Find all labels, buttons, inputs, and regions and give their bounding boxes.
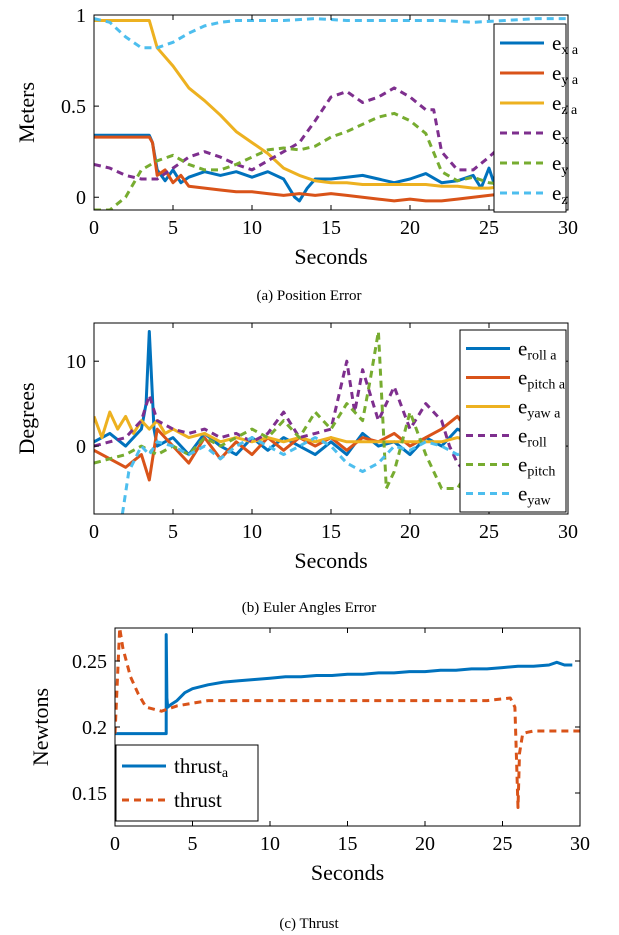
chart-2: 0 5 10 15 20 25 30 0.15 0.2 0.25 Seconds Newtons thr… — [28, 627, 590, 885]
x-tick-label: 15 — [338, 833, 358, 855]
y-tick-label: 10 — [66, 351, 86, 373]
legend-label-subscript: x a — [561, 43, 579, 58]
series-line-3 — [94, 86, 506, 181]
series-line-4 — [94, 111, 505, 210]
x-tick-label: 10 — [242, 521, 262, 543]
series-group — [94, 17, 568, 210]
x-tick-label: 25 — [479, 217, 499, 239]
x-tick-label: 5 — [188, 833, 198, 855]
x-tick-label: 30 — [570, 833, 590, 855]
x-tick-label: 20 — [400, 521, 420, 543]
caption-euler-angles-error: (b) Euler Angles Error — [242, 600, 377, 616]
y-tick-label: 0.25 — [72, 651, 107, 673]
x-tick-label: 15 — [321, 521, 341, 543]
x-axis-label: Seconds — [294, 244, 367, 269]
y-tick-label: 0 — [76, 187, 86, 209]
y-tick-label: 0.2 — [82, 717, 107, 739]
series-line-5 — [120, 436, 474, 514]
series-line-0 — [115, 633, 573, 736]
legend-label-subscript: roll a — [527, 349, 557, 364]
legend-label: epitch a — [518, 366, 566, 393]
y-tick-label: 0.5 — [61, 96, 86, 118]
legend-label-subscript: pitch a — [527, 378, 565, 393]
series-line-5 — [94, 17, 568, 50]
series-line-1 — [94, 135, 505, 203]
x-tick-label: 30 — [558, 217, 578, 239]
legend-label-subscript: y a — [561, 73, 579, 88]
x-tick-label: 5 — [168, 521, 178, 543]
x-axis-label: Seconds — [294, 548, 367, 573]
legend-label-subscript: x — [561, 133, 568, 148]
legend-label-subscript: roll — [527, 436, 547, 451]
series-line-1 — [115, 628, 580, 809]
series-group — [94, 330, 515, 514]
legend-label-subscript: y — [561, 163, 568, 178]
x-axis-label: Seconds — [311, 860, 384, 885]
caption-position-error: (a) Position Error — [257, 288, 362, 304]
x-tick-label: 20 — [415, 833, 435, 855]
y-tick-label: 0 — [76, 436, 86, 458]
legend-label-subscript: a — [222, 766, 229, 781]
x-tick-label: 15 — [321, 217, 341, 239]
legend-box — [493, 23, 567, 213]
x-tick-label: 30 — [558, 521, 578, 543]
legend-box — [115, 744, 259, 822]
y-axis-label: Newtons — [28, 688, 53, 766]
legend-label-subscript: yaw — [527, 494, 551, 509]
legend-label: thrusta — [174, 754, 229, 781]
y-tick-label: 1 — [76, 5, 86, 27]
x-tick-label: 0 — [89, 521, 99, 543]
x-tick-label: 0 — [110, 833, 120, 855]
caption-thrust: (c) Thrust — [279, 916, 339, 932]
legend-label-subscript: yaw a — [527, 407, 561, 422]
x-tick-label: 10 — [260, 833, 280, 855]
series-group — [115, 628, 580, 809]
y-axis-label: Meters — [14, 82, 39, 143]
x-tick-label: 25 — [479, 521, 499, 543]
legend-label-subscript: z — [561, 193, 567, 208]
x-tick-label: 20 — [400, 217, 420, 239]
series-line-3 — [94, 359, 475, 482]
series-line-0 — [94, 330, 474, 457]
x-tick-label: 10 — [242, 217, 262, 239]
x-tick-label: 5 — [168, 217, 178, 239]
legend-label-subscript: pitch — [527, 465, 555, 480]
series-line-2 — [94, 19, 505, 190]
y-axis-label: Degrees — [14, 382, 39, 454]
legend-label-subscript: z a — [561, 103, 578, 118]
x-tick-label: 25 — [493, 833, 513, 855]
y-tick-label: 0.15 — [72, 783, 107, 805]
legend-label: thrust — [174, 788, 222, 812]
legend-box — [459, 329, 567, 513]
x-tick-label: 0 — [89, 217, 99, 239]
series-line-1 — [94, 414, 475, 482]
